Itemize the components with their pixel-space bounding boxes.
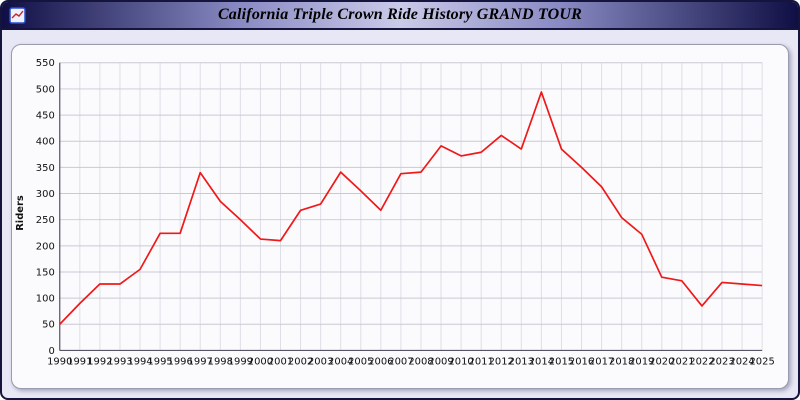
x-tick-label: 1990 [47,356,72,367]
x-tick-label: 1992 [87,356,112,367]
chart-panel: 0 50 100 150 200 250 300 350 400 450 500 550 1990 199… [11,44,789,389]
y-tick-label: 100 [36,294,55,305]
x-tick-label: 1995 [147,356,172,367]
x-tick-label: 2009 [428,356,453,367]
page-title: California Triple Crown Ride History GRA… [217,6,583,23]
x-tick-label: 2018 [609,356,634,367]
x-tick-label: 2023 [709,356,734,367]
y-tick-label: 550 [36,58,55,69]
x-tick-label: 2007 [388,356,413,367]
x-tick-label: 2003 [308,356,333,367]
x-tick-label: 2012 [489,356,514,367]
y-tick-label: 350 [36,163,55,174]
x-tick-label: 2017 [589,356,614,367]
x-tick-label: 2001 [268,356,293,367]
x-tick-label: 1991 [67,356,92,367]
chart-tick-labels: 0501001502002503003504004505005501990199… [36,58,775,367]
x-tick-label: 1993 [107,356,132,367]
x-tick-label: 2000 [248,356,273,367]
y-tick-label: 0 [48,346,54,357]
y-tick-label: 450 [36,111,55,122]
y-tick-label: 50 [42,320,55,331]
x-tick-label: 2008 [408,356,433,367]
y-tick-label: 250 [36,215,55,226]
y-axis-title: Riders [15,195,26,231]
y-tick-label: 150 [36,267,55,278]
x-tick-label: 1996 [168,356,193,367]
x-tick-label: 2021 [669,356,694,367]
x-tick-label: 1999 [228,356,253,367]
x-tick-label: 2022 [689,356,714,367]
x-tick-label: 2005 [348,356,373,367]
y-tick-label: 200 [36,241,55,252]
x-tick-label: 2013 [509,356,534,367]
line-chart: 0501001502002503003504004505005501990199… [15,58,775,367]
x-tick-label: 2006 [368,356,393,367]
x-tick-label: 2002 [288,356,313,367]
y-tick-label: 300 [36,189,55,200]
x-tick-label: 1998 [208,356,233,367]
chart-grid [59,62,763,351]
x-tick-label: 2011 [469,356,494,367]
x-tick-label: 2020 [649,356,674,367]
app-chart-icon [9,7,26,24]
riders-series-line [59,91,763,325]
x-tick-label: 2004 [328,356,353,367]
title-bar: California Triple Crown Ride History GRA… [2,2,798,30]
x-tick-label: 2015 [549,356,574,367]
x-tick-label: 2019 [629,356,654,367]
x-tick-label: 2025 [749,356,774,367]
x-tick-label: 1994 [127,356,152,367]
y-tick-label: 500 [36,84,55,95]
x-tick-label: 2010 [448,356,473,367]
x-tick-label: 1997 [188,356,213,367]
x-tick-label: 2014 [529,356,554,367]
x-tick-label: 2024 [729,356,754,367]
chart-axes [59,62,763,352]
x-tick-label: 2016 [569,356,594,367]
y-tick-label: 400 [36,137,55,148]
